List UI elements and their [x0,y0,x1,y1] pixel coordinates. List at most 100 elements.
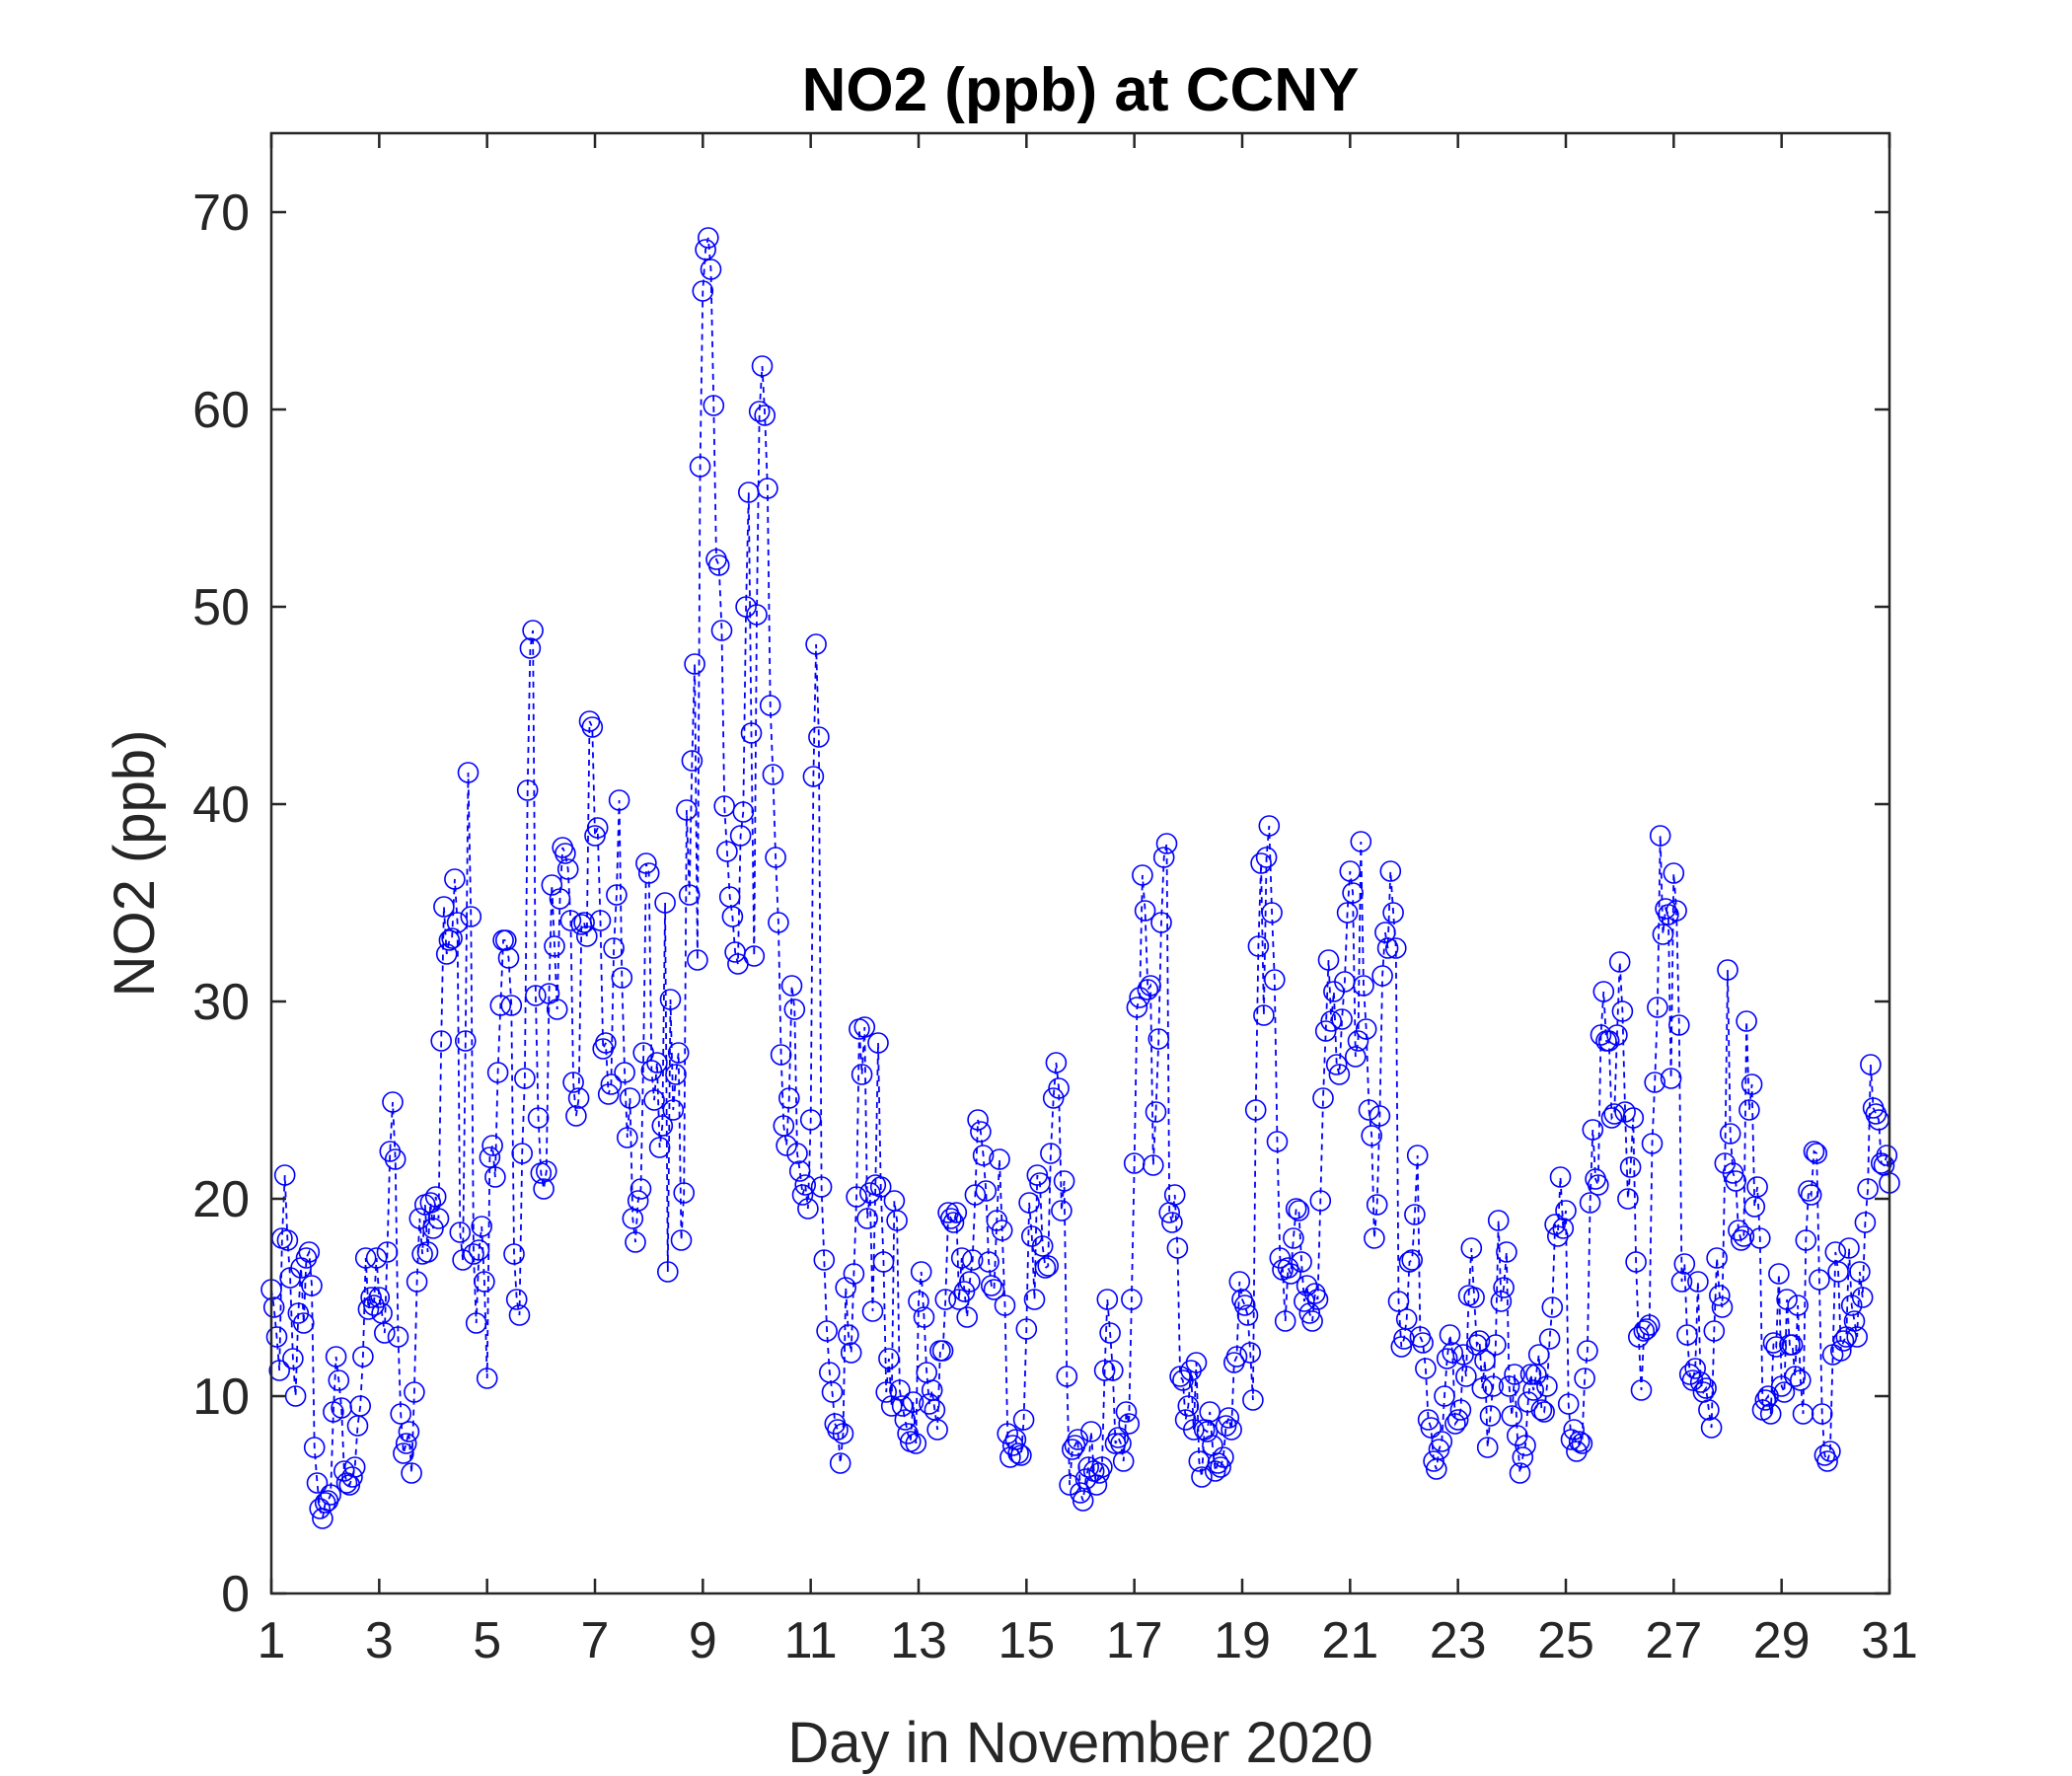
data-point [1533,1401,1555,1423]
data-point [484,1166,506,1188]
data-point [1709,1285,1731,1306]
data-point [1191,1466,1213,1488]
y-tick-label: 70 [192,185,250,242]
data-point [762,764,784,785]
data-point [505,1289,528,1310]
data-point [1538,1328,1561,1350]
data-point [1652,924,1674,945]
data-point [1236,1304,1259,1326]
data-point [721,906,744,927]
data-point [1442,1342,1463,1364]
data-point [589,910,612,931]
data-point [889,1379,911,1401]
data-point [948,1289,970,1310]
y-tick-label: 20 [192,1171,250,1228]
data-point [1787,1295,1809,1316]
data-point [1673,1253,1696,1275]
data-point [1838,1237,1860,1259]
data-point [1376,937,1399,959]
data-point [1210,1456,1231,1478]
data-point [1185,1352,1208,1373]
data-point [816,1320,838,1342]
x-axis-label: Day in November 2020 [787,1711,1372,1775]
data-point [1860,1054,1882,1075]
data-point [1746,1176,1768,1198]
data-point [1754,1389,1777,1411]
data-point [581,716,604,738]
data-point [821,1381,844,1403]
data-point [573,912,595,933]
data-point [931,1340,954,1362]
data-point [1314,1020,1337,1042]
data-point [1784,1366,1807,1387]
data-point [1563,1419,1585,1441]
data-point [1816,1450,1838,1472]
data-point [494,929,517,951]
data-point [1150,912,1172,933]
data-point [707,555,730,576]
series-layer [260,227,1900,1529]
data-point [735,596,757,618]
data-point [1719,1123,1741,1145]
data-point [416,1241,439,1263]
data-point [989,1148,1010,1170]
data-point [611,967,633,989]
data-point [1560,1429,1583,1450]
data-point [1077,1456,1099,1478]
data-point [441,927,463,949]
data-point [1161,1212,1183,1233]
data-point [1840,1295,1863,1316]
data-point [1479,1405,1502,1427]
data-point [713,795,736,817]
data-point [640,1060,663,1081]
data-point [1547,1225,1569,1247]
data-point [1552,1218,1575,1239]
data-point [1665,900,1687,922]
data-point [503,1243,525,1265]
data-point [1579,1192,1601,1214]
data-point [1062,1439,1083,1460]
data-point [1374,922,1396,943]
data-point [1819,1441,1841,1462]
data-point [908,1291,929,1312]
data-point [838,1324,859,1346]
data-point [643,1089,665,1111]
data-point [511,1143,534,1164]
y-axis-ticks: 0 10 20 30 40 50 60 70 [192,185,1889,1623]
data-point [1474,1350,1496,1371]
data-point [1045,1052,1068,1073]
data-point [681,750,703,772]
data-point [1827,1261,1849,1283]
data-point [1668,1014,1690,1036]
data-point [584,825,606,847]
data-point [1706,1247,1728,1269]
x-tick-label: 15 [998,1612,1055,1669]
data-point [783,999,806,1020]
data-point [556,858,579,880]
data-point [1382,902,1404,924]
data-point [1501,1405,1523,1427]
data-point [1582,1119,1604,1141]
data-point [1606,1024,1628,1046]
data-point [768,912,789,933]
x-tick-label: 23 [1430,1612,1487,1669]
data-point [1803,1141,1825,1162]
data-point [1485,1334,1507,1356]
data-point [765,847,786,868]
data-point [1118,1413,1140,1435]
data-point [603,937,625,959]
data-point [424,1186,447,1208]
data-point [942,1212,965,1233]
data-point [1353,975,1374,997]
data-point [1638,1314,1661,1336]
data-point [1846,1326,1868,1348]
data-point [1449,1399,1472,1421]
data-point [541,874,563,896]
data-point [1395,1308,1418,1330]
data-point [703,395,725,416]
data-point [975,1180,998,1202]
data-point [1155,833,1178,854]
data-point [786,1143,808,1164]
data-point [1628,1326,1650,1348]
